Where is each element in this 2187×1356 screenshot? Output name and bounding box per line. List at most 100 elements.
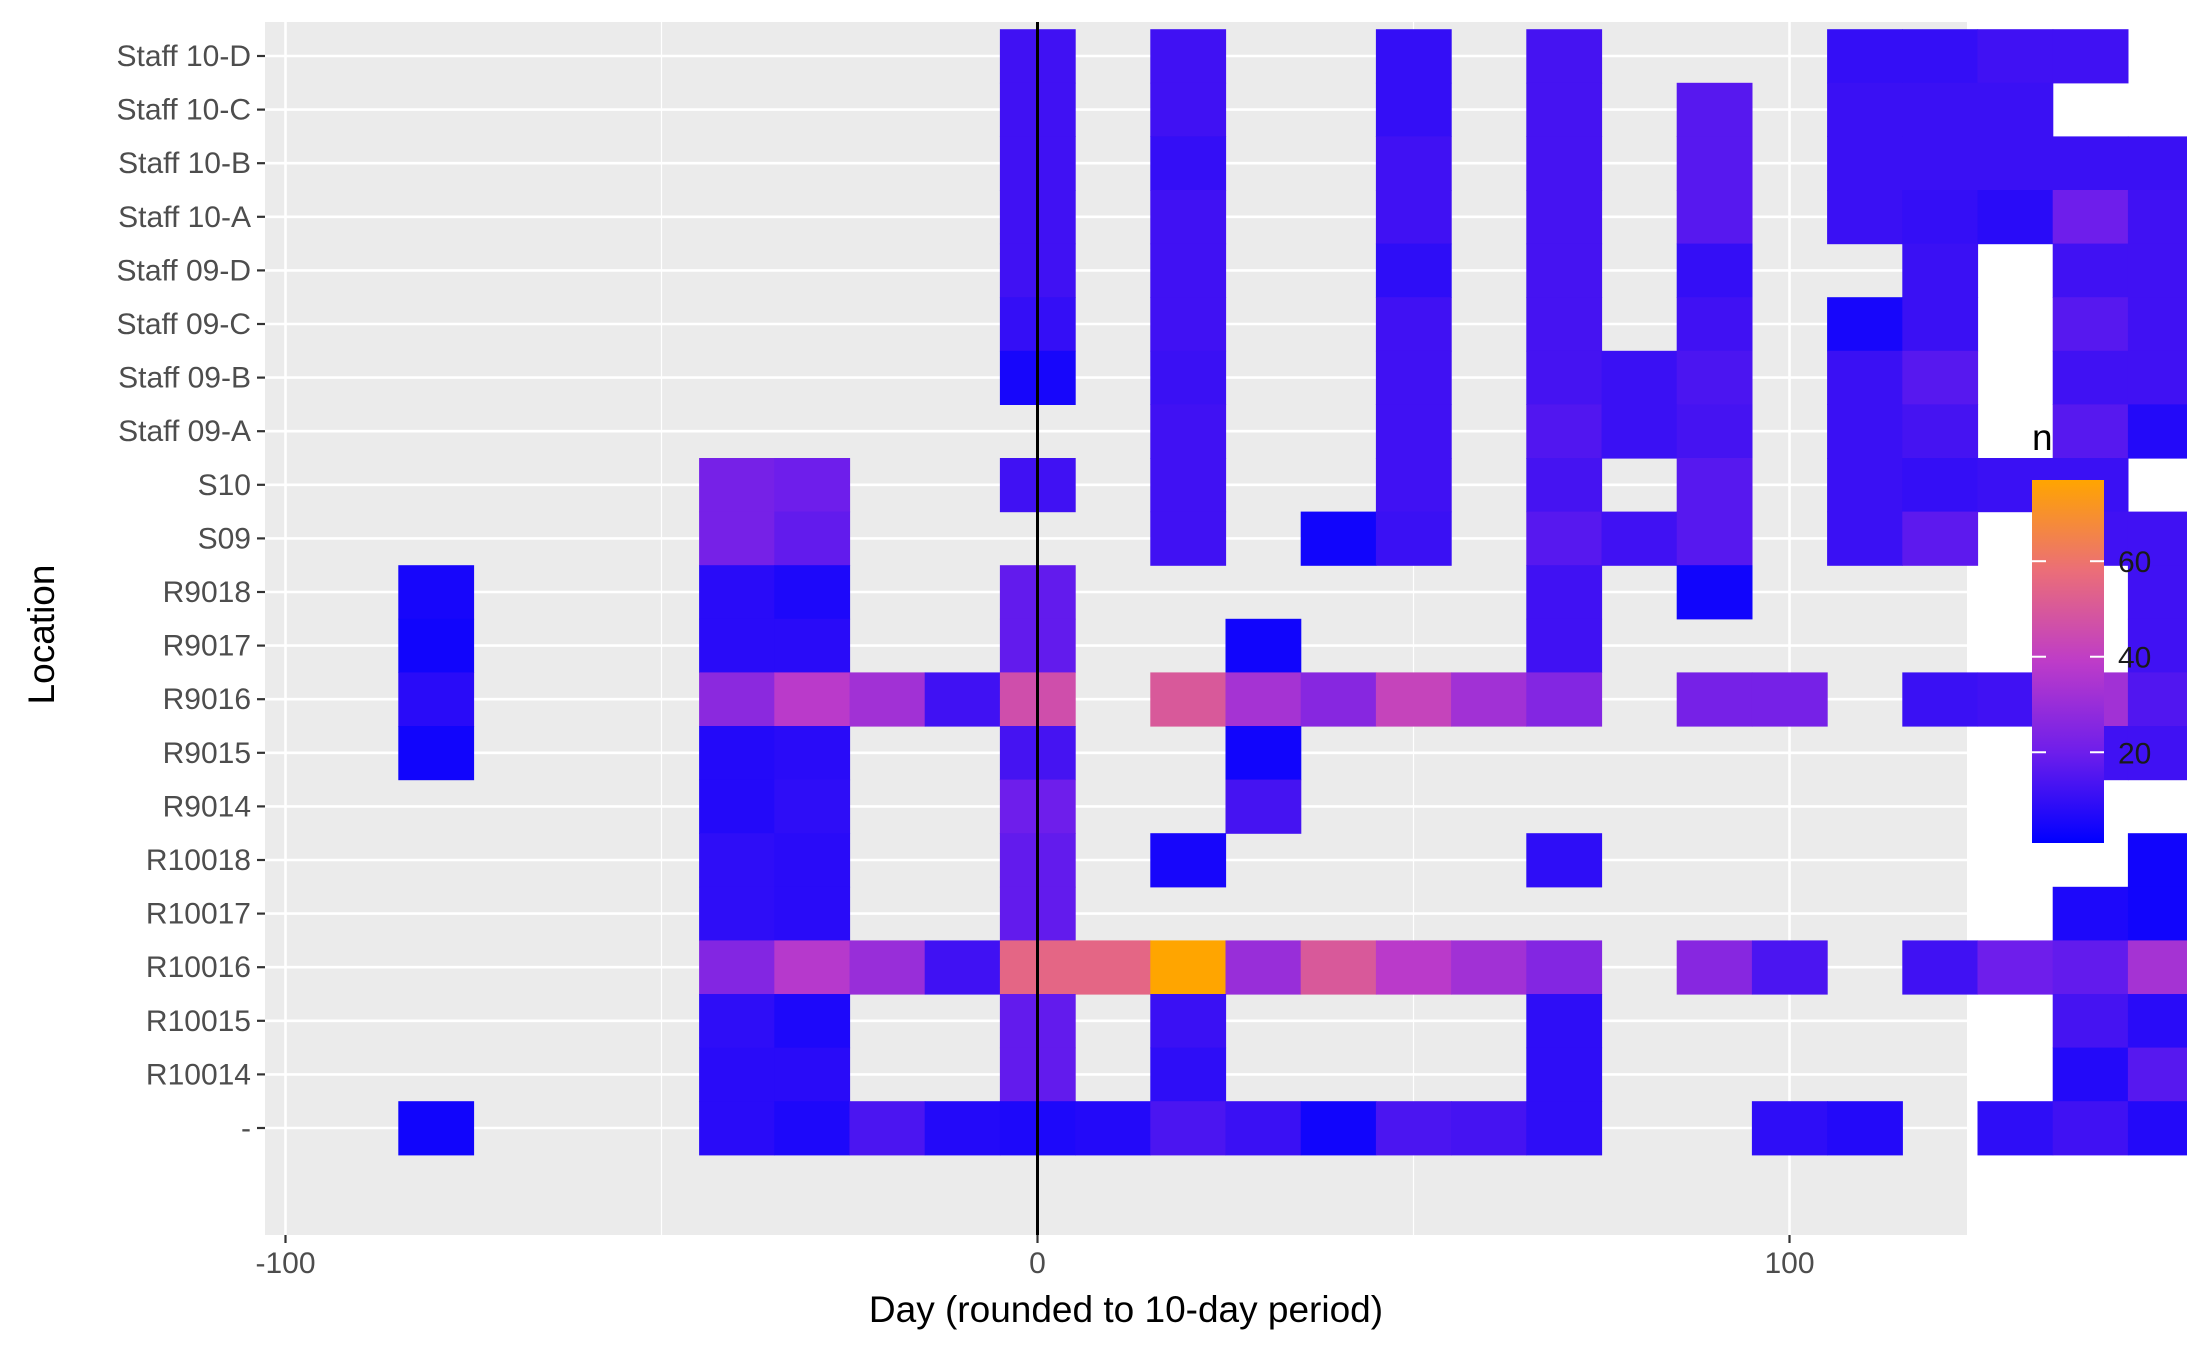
heatmap-cell: [1150, 940, 1226, 994]
heatmap-cell: [1376, 1101, 1452, 1155]
heatmap-cell: [1677, 458, 1753, 512]
heatmap-cell: [1902, 672, 1978, 726]
heatmap-cell: [1451, 1101, 1527, 1155]
heatmap-cell: [1902, 940, 1978, 994]
heatmap-cell: [1902, 404, 1978, 458]
heatmap-cell: [774, 940, 850, 994]
heatmap-cell: [1978, 1101, 2054, 1155]
heatmap-cell: [1301, 672, 1377, 726]
heatmap-cell: [1677, 190, 1753, 244]
heatmap-cell: [699, 887, 775, 941]
heatmap-cell: [1752, 940, 1828, 994]
heatmap-cell: [2128, 351, 2187, 405]
x-tick-label: -100: [255, 1247, 315, 1280]
heatmap-cell: [699, 565, 775, 619]
y-tick-label: Staff 09-D: [116, 254, 251, 287]
y-tick-label: Staff 09-A: [118, 415, 251, 448]
heatmap-cell: [699, 619, 775, 673]
heatmap-cell: [1150, 458, 1226, 512]
heatmap-cell: [398, 1101, 474, 1155]
heatmap-cell: [1150, 672, 1226, 726]
y-tick-label: -: [241, 1112, 251, 1145]
heatmap-cell: [699, 726, 775, 780]
heatmap-cell: [1226, 726, 1302, 780]
y-tick-label: R10017: [146, 898, 251, 931]
heatmap-cell: [1150, 136, 1226, 190]
heatmap-cell: [1902, 458, 1978, 512]
heatmap-cell: [2053, 1101, 2129, 1155]
heatmap-cell: [1902, 297, 1978, 351]
heatmap-cell: [1150, 83, 1226, 137]
heatmap-cell: [1677, 512, 1753, 566]
heatmap-cell: [1075, 1101, 1151, 1155]
heatmap-cell: [2128, 833, 2187, 887]
heatmap-cell: [1150, 244, 1226, 298]
y-tick-label: R9018: [163, 576, 251, 609]
heatmap-cell: [1526, 190, 1602, 244]
heatmap-cell: [1226, 940, 1302, 994]
heatmap-cell: [699, 458, 775, 512]
heatmap-cell: [1902, 83, 1978, 137]
heatmap-cell: [1902, 190, 1978, 244]
legend-title: n: [2032, 417, 2053, 458]
heatmap-cell: [1752, 1101, 1828, 1155]
y-tick-label: R9016: [163, 683, 251, 716]
heatmap-cell: [1526, 619, 1602, 673]
heatmap-cell: [1526, 565, 1602, 619]
heatmap-cell: [1376, 458, 1452, 512]
heatmap-cell: [2053, 940, 2129, 994]
heatmap-cell: [398, 672, 474, 726]
heatmap-cell: [1902, 244, 1978, 298]
heatmap-cell: [1827, 512, 1903, 566]
y-tick-label: R9015: [163, 737, 251, 770]
heatmap-cell: [1075, 940, 1151, 994]
heatmap-cell: [1827, 190, 1903, 244]
y-tick-label: R10016: [146, 951, 251, 984]
heatmap-cell: [1526, 940, 1602, 994]
legend-label: 20: [2118, 737, 2151, 770]
heatmap-cell: [699, 994, 775, 1048]
heatmap-cell: [1677, 404, 1753, 458]
heatmap-cell: [925, 672, 1001, 726]
heatmap-cell: [1978, 83, 2054, 137]
heatmap-cell: [1902, 351, 1978, 405]
heatmap-cell: [1677, 351, 1753, 405]
heatmap-cell: [1301, 1101, 1377, 1155]
heatmap-cell: [1376, 351, 1452, 405]
heatmap-cell: [1827, 136, 1903, 190]
heatmap-cell: [1902, 512, 1978, 566]
heatmap-cell: [1150, 512, 1226, 566]
heatmap-cell: [2053, 244, 2129, 298]
heatmap-cell: [2128, 297, 2187, 351]
heatmap-cell: [850, 940, 926, 994]
y-tick-label: R9014: [163, 790, 251, 823]
heatmap-cell: [1526, 672, 1602, 726]
heatmap-cell: [1526, 1048, 1602, 1102]
heatmap-cell: [1150, 351, 1226, 405]
heatmap-cell: [1150, 297, 1226, 351]
heatmap-cell: [1150, 833, 1226, 887]
heatmap-cell: [1226, 1101, 1302, 1155]
heatmap-cell: [1451, 940, 1527, 994]
heatmap-cell: [1376, 512, 1452, 566]
heatmap-cell: [2128, 672, 2187, 726]
heatmap-cell: [774, 458, 850, 512]
heatmap-cell: [699, 512, 775, 566]
heatmap-cell: [1526, 136, 1602, 190]
heatmap-cell: [1677, 136, 1753, 190]
heatmap-cell: [1526, 512, 1602, 566]
heatmap-cell: [2128, 136, 2187, 190]
heatmap-cell: [774, 833, 850, 887]
x-axis-title: Day (rounded to 10-day period): [869, 1289, 1383, 1330]
y-tick-label: R10014: [146, 1058, 251, 1091]
heatmap-cell: [2053, 136, 2129, 190]
heatmap-cell: [1602, 404, 1678, 458]
heatmap-cell: [1526, 297, 1602, 351]
heatmap-cell: [2128, 1048, 2187, 1102]
y-tick-label: Staff 09-C: [116, 308, 251, 341]
heatmap-cell: [1150, 1101, 1226, 1155]
heatmap-cell: [1978, 29, 2054, 83]
